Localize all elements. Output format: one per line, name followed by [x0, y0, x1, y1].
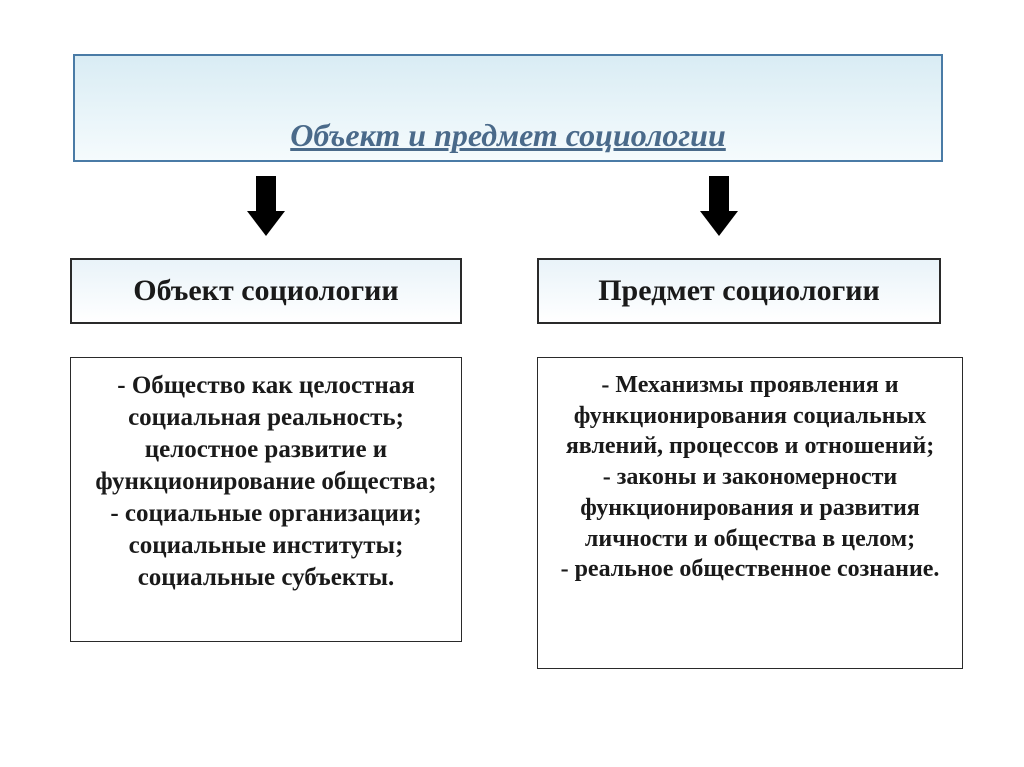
object-header-text: Объект социологии [133, 274, 398, 308]
subject-detail-box: - Механизмы проявления и функционировани… [537, 357, 963, 669]
subject-header-text: Предмет социологии [598, 274, 880, 308]
object-detail-box: - Общество как целостная социальная реал… [70, 357, 462, 642]
arrow-right [700, 176, 738, 236]
arrow-left [247, 176, 285, 236]
subject-detail-text: - Механизмы проявления и функционировани… [548, 370, 952, 585]
subject-header-box: Предмет социологии [537, 258, 941, 324]
title-box: Объект и предмет социологии [73, 54, 943, 162]
object-header-box: Объект социологии [70, 258, 462, 324]
diagram-canvas: { "title": { "text": "Объект и предмет с… [0, 0, 1024, 767]
object-detail-text: - Общество как целостная социальная реал… [81, 370, 451, 594]
diagram-title: Объект и предмет социологии [290, 117, 726, 154]
